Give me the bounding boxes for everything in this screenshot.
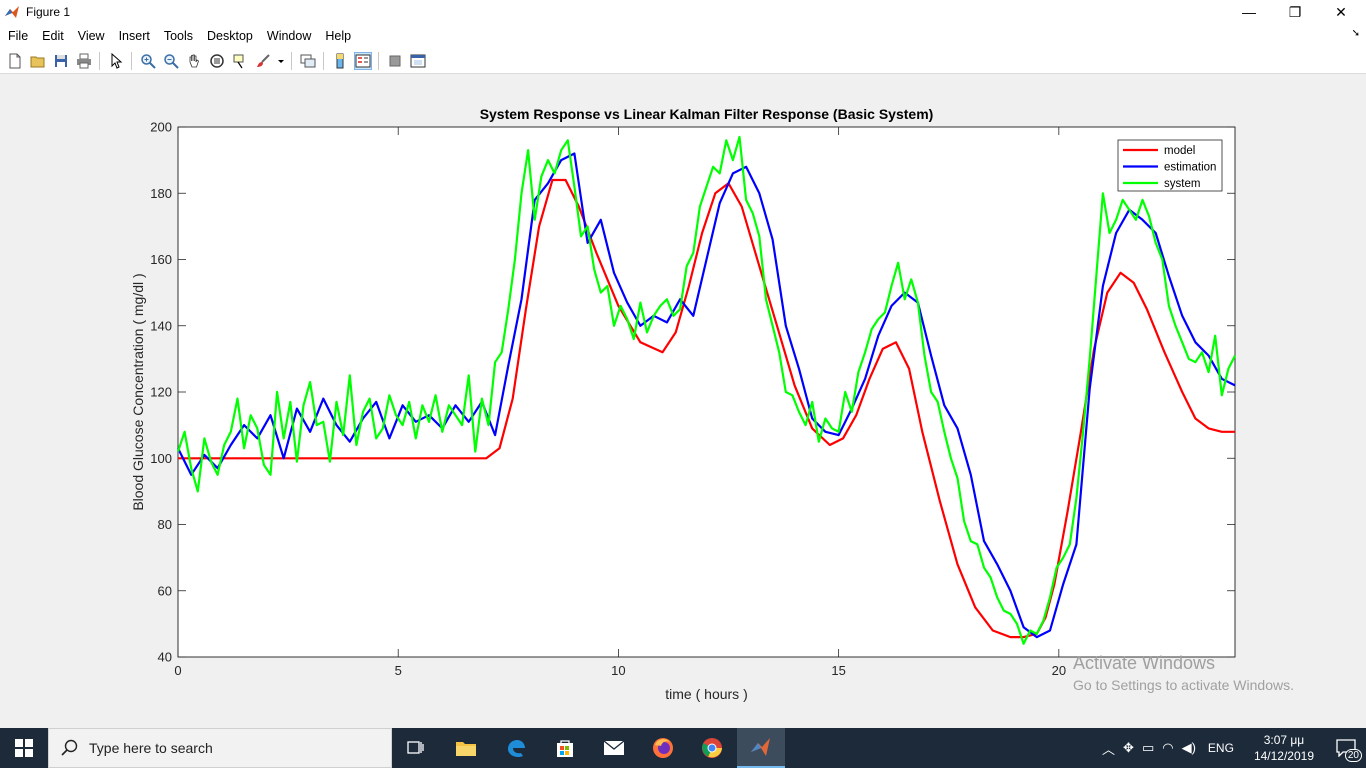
mail-icon[interactable]: [590, 728, 638, 768]
toolbar-separator: [291, 51, 292, 70]
window-title: Figure 1: [26, 5, 71, 19]
legend-icon[interactable]: [353, 51, 372, 70]
notification-center-button[interactable]: 20: [1326, 728, 1366, 768]
data-cursor-icon[interactable]: [231, 52, 249, 70]
menu-desktop[interactable]: Desktop: [207, 29, 253, 43]
y-tick-label: 100: [150, 451, 172, 466]
tick-labels: 0 5 10 15 20 40 60 80 100 120 140 160 180 200: [150, 120, 1066, 679]
task-view-icon[interactable]: [392, 728, 440, 768]
file-explorer-icon[interactable]: [442, 728, 490, 768]
matlab-app-icon: [4, 4, 20, 20]
toolbar-separator: [378, 51, 379, 70]
x-tick-label: 0: [174, 663, 181, 678]
colorbar-icon[interactable]: [331, 52, 349, 70]
menu-tools[interactable]: Tools: [163, 29, 194, 43]
system-tray: ︿ ✥ ▭ ◠ ◀) ENG 3:07 μμ 14/12/2019 20: [1098, 728, 1366, 768]
dropbox-icon[interactable]: ✥: [1123, 740, 1134, 755]
x-tick-label: 10: [611, 663, 625, 678]
menu-window[interactable]: Window: [266, 29, 312, 43]
y-tick-label: 80: [158, 517, 172, 532]
series-line-system: [176, 135, 1236, 645]
search-placeholder: Type here to search: [89, 740, 213, 756]
activate-windows-title: Activate Windows: [1073, 653, 1216, 673]
x-axis-label: time ( hours ): [665, 686, 747, 702]
language-indicator[interactable]: ENG: [1207, 741, 1234, 755]
chevron-up-icon[interactable]: ︿: [1102, 741, 1116, 757]
menu-edit[interactable]: Edit: [42, 29, 64, 43]
activate-windows-watermark: Activate Windows Go to Settings to activ…: [1073, 653, 1294, 693]
y-tick-label: 180: [150, 186, 172, 201]
axis-ticks: [177, 126, 1235, 658]
windows-taskbar: Type here to search ︿ ✥ ▭ ◠ ◀) ENG 3:07 …: [0, 728, 1366, 768]
print-icon[interactable]: [75, 52, 93, 70]
clock-date: 14/12/2019: [1253, 749, 1314, 763]
menu-bar: File Edit View Insert Tools Desktop Wind…: [0, 24, 1366, 48]
menu-dock-arrow-icon[interactable]: ➘: [1351, 28, 1360, 39]
series-line-estimation: [177, 152, 1236, 639]
maximize-button[interactable]: ❐: [1288, 3, 1302, 20]
pointer-icon[interactable]: [107, 52, 125, 70]
store-icon[interactable]: [541, 728, 589, 768]
legend-label-model: model: [1164, 145, 1195, 157]
y-tick-label: 140: [150, 318, 172, 333]
x-tick-label: 20: [1052, 663, 1066, 678]
title-bar: Figure 1 — ❐ ✕: [0, 0, 1366, 24]
figure-toolbar: [0, 48, 1366, 74]
matlab-icon[interactable]: [737, 728, 785, 768]
link-plot-icon[interactable]: [299, 52, 317, 70]
battery-icon[interactable]: ▭: [1141, 740, 1155, 755]
chart-title: System Response vs Linear Kalman Filter …: [480, 106, 934, 122]
firefox-icon[interactable]: [639, 728, 687, 768]
start-button[interactable]: [0, 728, 48, 768]
figure-canvas: 0 5 10 15 20 40 60 80 100 120 140 160 180 200 System …: [0, 75, 1366, 728]
pan-icon[interactable]: [185, 52, 203, 70]
y-tick-label: 40: [158, 650, 172, 665]
menu-view[interactable]: View: [77, 29, 105, 43]
windows-logo-icon: [15, 739, 33, 757]
brush-icon[interactable]: [254, 52, 272, 70]
chart-legend[interactable]: model estimation system: [1117, 139, 1223, 192]
clock-time: 3:07 μμ: [1263, 733, 1305, 747]
open-file-icon[interactable]: [29, 52, 47, 70]
new-figure-icon[interactable]: [6, 52, 24, 70]
y-tick-label: 120: [150, 385, 172, 400]
y-tick-label: 160: [150, 252, 172, 267]
close-button[interactable]: ✕: [1335, 3, 1347, 20]
axes-background: [177, 126, 1236, 658]
toolbar-separator: [99, 51, 100, 70]
legend-label-system: system: [1164, 178, 1200, 190]
series-layer: [176, 135, 1236, 645]
menu-insert[interactable]: Insert: [118, 29, 150, 43]
zoom-out-icon[interactable]: [162, 52, 180, 70]
brush-dropdown-icon[interactable]: [277, 52, 285, 70]
clock[interactable]: 3:07 μμ 14/12/2019: [1254, 732, 1314, 764]
save-icon[interactable]: [52, 52, 70, 70]
line-chart: 0 5 10 15 20 40 60 80 100 120 140 160 180 200 System …: [130, 106, 1236, 702]
x-tick-label: 5: [395, 663, 402, 678]
menu-file[interactable]: File: [8, 29, 29, 43]
hide-plot-tools-icon[interactable]: [386, 52, 404, 70]
show-plot-tools-icon[interactable]: [409, 52, 427, 70]
notification-icon: [1336, 739, 1356, 757]
wifi-icon[interactable]: ◠: [1162, 740, 1174, 755]
rotate-3d-icon[interactable]: [208, 52, 226, 70]
legend-label-estimation: estimation: [1164, 162, 1216, 174]
minimize-button[interactable]: —: [1242, 4, 1256, 20]
y-axis-label: Blood Glucose Concentration ( mg/dl ): [130, 273, 146, 510]
search-icon: [61, 739, 78, 756]
volume-icon[interactable]: ◀): [1181, 740, 1196, 755]
chrome-icon[interactable]: [688, 728, 736, 768]
menu-help[interactable]: Help: [325, 29, 352, 43]
x-tick-label: 15: [831, 663, 845, 678]
toolbar-separator: [131, 51, 132, 70]
y-tick-label: 60: [158, 583, 172, 598]
toolbar-separator: [323, 51, 324, 70]
taskbar-search-box[interactable]: Type here to search: [48, 728, 392, 768]
zoom-in-icon[interactable]: [139, 52, 157, 70]
y-tick-label: 200: [150, 120, 172, 135]
notification-count: 20: [1344, 749, 1362, 762]
edge-icon[interactable]: [492, 728, 540, 768]
activate-windows-subtitle: Go to Settings to activate Windows.: [1073, 677, 1294, 693]
